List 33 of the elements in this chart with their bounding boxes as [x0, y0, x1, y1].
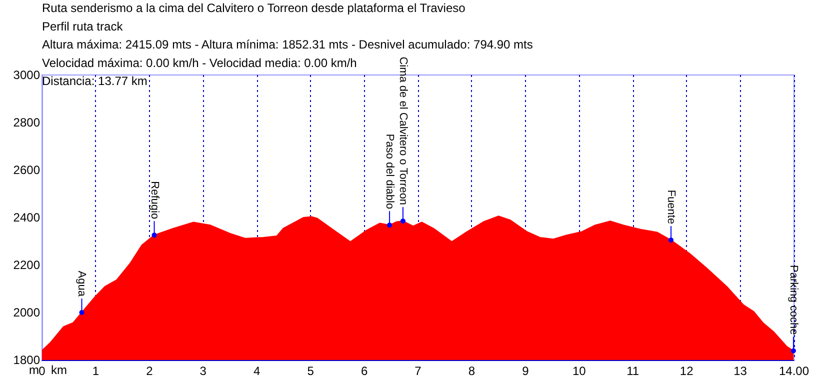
x-tick-label: 10 — [572, 364, 586, 378]
x-tick-label: 2 — [146, 364, 154, 378]
x-axis-title: km — [51, 363, 67, 377]
annotation: Agua — [76, 270, 88, 298]
annotation: Refugio — [148, 181, 160, 220]
text: Altura máxima: 2415.09 mts - Altura mínima: 1852.31 mts - Desnivel acumulado: 794.90 mts — [42, 38, 533, 52]
chart-title: Ruta senderismo a la cima del Calvitero o Torreon desde plataforma el Travieso — [42, 1, 466, 15]
annotation: Parking coche — [787, 265, 800, 335]
y-tick-label: 2600 — [13, 163, 40, 177]
y-tick-label: 2400 — [13, 210, 40, 224]
y-tick-label: 2800 — [13, 116, 40, 130]
x-tick-label: 14.00 — [778, 364, 810, 378]
annotation: Distancia: 13.77 km — [42, 74, 148, 88]
y-tick-label: 3000 — [13, 68, 40, 82]
chart-subtitle: Perfil ruta track — [42, 19, 124, 34]
y-tick-label: 2200 — [13, 258, 40, 272]
annotation: Paso del diablo — [384, 134, 396, 210]
y-tick-label: 2000 — [13, 306, 40, 320]
x-tick-label: 3 — [200, 364, 207, 378]
annotation: Fuente — [664, 190, 677, 224]
annotation: Cima de el Calvitero o Torreon — [396, 56, 409, 206]
x-tick-label: 6 — [360, 364, 368, 378]
x-tick-label: 13 — [734, 364, 748, 378]
x-tick-label: 1 — [92, 364, 100, 378]
x-tick-label: 5 — [307, 364, 314, 378]
text: Velocidad máxima: 0.00 km/h - Velocidad media: 0.00 km/h — [42, 56, 357, 70]
x-tick-label: 4 — [254, 364, 261, 378]
x-tick-label: 9 — [522, 364, 530, 378]
x-tick-label: 12 — [680, 364, 694, 378]
x-tick-label: 7 — [414, 364, 422, 378]
x-tick-label: 0 — [38, 364, 46, 378]
x-tick-label: 11 — [626, 364, 640, 378]
x-tick-label: 8 — [468, 364, 476, 378]
